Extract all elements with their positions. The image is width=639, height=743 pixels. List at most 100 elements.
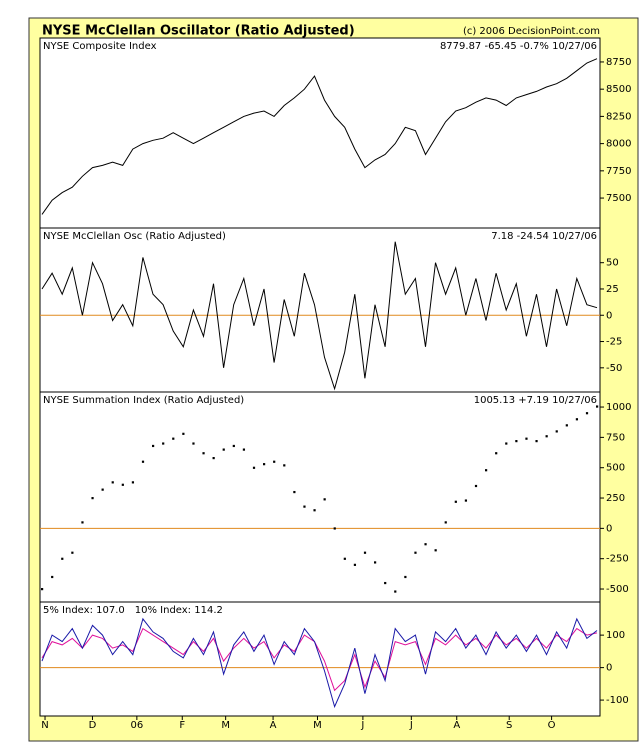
- dot: [61, 557, 64, 560]
- panel-title: NYSE Summation Index (Ratio Adjusted): [43, 395, 244, 406]
- dot: [212, 456, 215, 460]
- y-tick-label: -250: [606, 554, 629, 565]
- y-tick-label: -50: [606, 363, 622, 374]
- dot: [172, 437, 175, 440]
- dot: [81, 521, 84, 524]
- dot: [343, 557, 346, 560]
- x-tick-label: O: [548, 720, 556, 731]
- y-tick-label: 0: [606, 523, 612, 534]
- dot: [101, 488, 104, 491]
- dot: [91, 497, 94, 500]
- panel: [39, 391, 601, 603]
- x-tick-label: F: [179, 720, 185, 731]
- data-line: [41, 58, 598, 215]
- dot: [152, 444, 155, 448]
- y-tick-label: -500: [606, 584, 629, 595]
- dot: [283, 464, 286, 467]
- dot: [394, 590, 397, 593]
- y-tick-label: 0: [606, 663, 612, 674]
- x-tick-label: M: [221, 720, 230, 731]
- y-tick-label: 7750: [606, 166, 631, 177]
- dot: [273, 460, 276, 463]
- y-tick-label: 7500: [606, 193, 631, 204]
- data-line: [41, 617, 598, 709]
- x-tick-label: J: [409, 720, 413, 731]
- copyright: (c) 2006 DecisionPoint.com: [463, 26, 600, 37]
- x-tick-label: A: [453, 720, 460, 731]
- y-tick-label: -100: [606, 695, 629, 706]
- dot: [313, 509, 316, 512]
- panel: [39, 37, 601, 229]
- dot: [585, 412, 589, 415]
- x-tick-label: M: [313, 720, 322, 731]
- dot: [263, 463, 266, 466]
- dot: [363, 551, 367, 554]
- x-tick-label: N: [41, 720, 48, 731]
- dot: [384, 581, 387, 585]
- dot: [434, 549, 437, 552]
- y-tick-label: 8250: [606, 111, 631, 122]
- dot: [545, 435, 548, 438]
- dot: [111, 481, 114, 484]
- dot: [353, 563, 357, 566]
- panel-title: NYSE McClellan Osc (Ratio Adjusted): [43, 231, 226, 242]
- dot: [374, 561, 377, 564]
- dot: [555, 430, 558, 433]
- legend-entry: 5% Index: 107.0: [43, 605, 125, 616]
- y-tick-label: 250: [606, 493, 625, 504]
- dot: [71, 551, 74, 554]
- dot: [485, 469, 488, 472]
- dot: [141, 460, 145, 463]
- x-tick-label: J: [360, 720, 364, 731]
- panel-readout: 8779.87 -65.45 -0.7% 10/27/06: [440, 41, 597, 52]
- panel-title: NYSE Composite Index: [43, 41, 157, 52]
- dot: [333, 527, 336, 530]
- dot: [515, 440, 518, 443]
- dot: [535, 440, 538, 443]
- y-tick-label: 0: [606, 310, 612, 321]
- y-tick-label: 100: [606, 630, 625, 641]
- dot: [121, 483, 124, 486]
- dot: [596, 405, 599, 408]
- data-line: [41, 241, 598, 391]
- y-tick-label: 8000: [606, 139, 631, 150]
- dot: [495, 452, 498, 455]
- dot: [454, 500, 457, 503]
- dot: [252, 466, 256, 469]
- dot: [474, 484, 478, 488]
- panel-readout: 7.18 -24.54 10/27/06: [491, 231, 597, 242]
- y-tick-label: 25: [606, 284, 619, 295]
- dot: [41, 588, 44, 591]
- dot: [202, 452, 205, 455]
- dot: [222, 448, 225, 451]
- dot: [424, 543, 427, 546]
- dot: [414, 551, 417, 554]
- dot: [192, 442, 195, 445]
- dot: [404, 575, 407, 579]
- dot: [131, 481, 135, 484]
- x-tick-label: A: [270, 720, 277, 731]
- dot: [303, 505, 306, 508]
- dot: [323, 498, 326, 501]
- x-tick-label: S: [506, 720, 512, 731]
- y-tick-label: 750: [606, 432, 625, 443]
- panel: [39, 227, 601, 393]
- y-tick-label: 1000: [606, 402, 631, 413]
- dot: [444, 521, 447, 524]
- dot: [232, 444, 235, 448]
- chart-title: NYSE McClellan Oscillator (Ratio Adjuste…: [42, 24, 355, 39]
- dot: [51, 575, 54, 579]
- dot: [505, 442, 508, 445]
- x-tick-label: D: [89, 720, 97, 731]
- y-tick-label: 8750: [606, 57, 631, 68]
- dot: [162, 442, 165, 445]
- x-tick-label: 06: [130, 720, 143, 731]
- dot: [565, 424, 568, 427]
- dot: [242, 448, 246, 451]
- dot: [182, 432, 185, 435]
- y-tick-label: 500: [606, 463, 625, 474]
- dot: [575, 418, 579, 421]
- dot: [464, 499, 468, 502]
- y-tick-label: 50: [606, 258, 619, 269]
